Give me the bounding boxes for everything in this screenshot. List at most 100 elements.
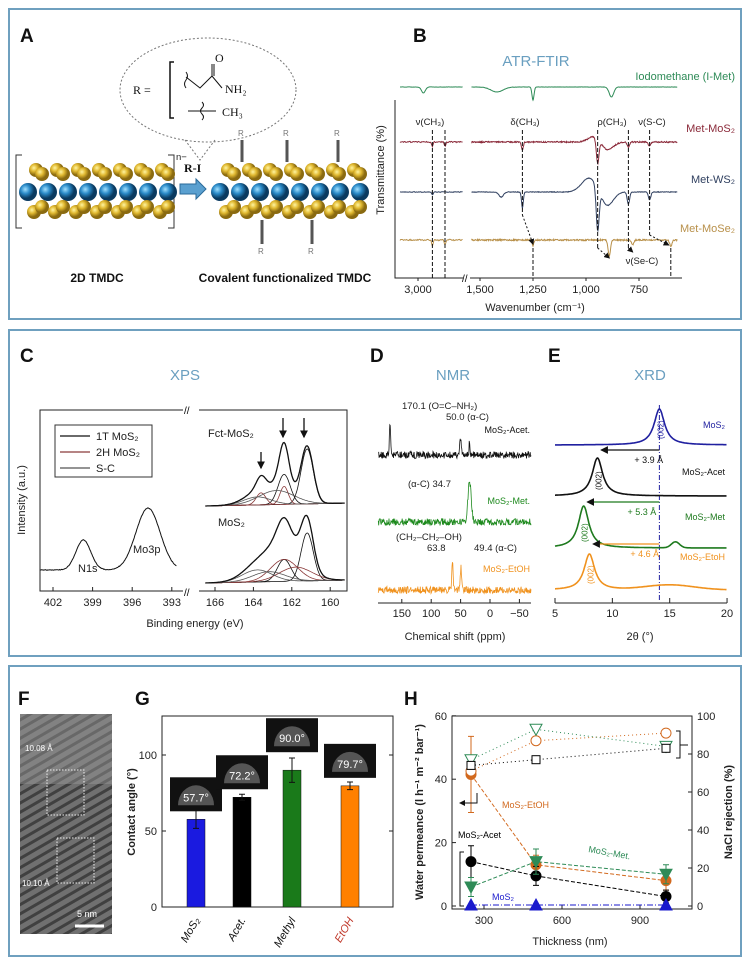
contact-angle-ytick-label: 50 xyxy=(145,826,157,838)
nmr-xlabel: Chemical shift (ppm) xyxy=(405,631,506,643)
annotation-delta-ch3: δ(CH₃) xyxy=(510,117,539,128)
sulfur-atom xyxy=(353,200,367,214)
nmr-series-label: MoS₂-Met. xyxy=(488,496,531,506)
permeance-frame xyxy=(451,715,693,910)
nmr-xtick-label: 150 xyxy=(393,608,411,620)
ftir-curve-2 xyxy=(471,177,678,233)
right-axis-pointer-icon xyxy=(676,730,688,759)
error-bar xyxy=(239,793,245,801)
label-mos2: MoS₂ xyxy=(218,517,245,529)
speech-bubble xyxy=(119,37,297,143)
rejection-ylabel: NaCl rejection (%) xyxy=(723,765,735,859)
metal-atom xyxy=(311,183,329,201)
metal-atom xyxy=(39,183,57,201)
xrd-series-label: MoS₂-Met xyxy=(685,512,725,522)
sulfur-atom xyxy=(332,167,346,181)
tem-image-haze xyxy=(20,714,112,784)
methyl-group: CH₃ xyxy=(222,105,243,119)
panel-label-f: F xyxy=(18,689,30,710)
sulfur-atom xyxy=(269,200,283,214)
nmr-xtick-label: 50 xyxy=(454,608,466,620)
annotation-63-8: 63.8 xyxy=(427,543,446,554)
droplet-icon xyxy=(332,751,368,772)
reagent-label: R-I xyxy=(184,161,202,175)
droplet-icon xyxy=(274,726,310,747)
annotation-nu-se-c: ν(Se-C) xyxy=(626,256,659,267)
metal-atom xyxy=(211,183,229,201)
xrd-xtick-label: 5 xyxy=(552,608,558,620)
r-group-label: R xyxy=(283,129,289,138)
data-marker xyxy=(465,856,477,868)
ftir-series-label: Met-WS₂ xyxy=(691,174,735,186)
sulfur-atom xyxy=(311,167,325,181)
panel-label-g: G xyxy=(135,689,150,710)
metal-atom xyxy=(119,183,137,201)
ftir-title: ATR-FTIR xyxy=(502,53,569,70)
annotation-49-4: 49.4 (α-C) xyxy=(474,543,517,554)
data-marker xyxy=(659,898,673,911)
nmr-xtick-label: 100 xyxy=(422,608,440,620)
sulfur-atom xyxy=(227,167,241,181)
metal-atom xyxy=(351,183,369,201)
thickness-xtick-label: 600 xyxy=(553,915,571,927)
sulfur-atom xyxy=(140,167,154,181)
sulfur-atom xyxy=(56,200,70,214)
xps-xlabel: Binding energy (eV) xyxy=(146,618,243,630)
xps-ylabel: Intensity (a.u.) xyxy=(16,465,28,535)
sulfur-atom xyxy=(248,200,262,214)
ftir-shift-arrow xyxy=(626,246,634,253)
brace xyxy=(169,61,174,119)
ftir-curve-1 xyxy=(399,140,463,149)
xrd-peak-label: (002) xyxy=(581,523,590,542)
amide-group: NH₂ xyxy=(225,82,247,96)
xrd-xtick-label: 10 xyxy=(606,608,618,620)
sulfur-atom xyxy=(311,200,325,214)
data-marker xyxy=(531,755,541,765)
nmr-title: NMR xyxy=(436,367,470,384)
spacing-label-top: 10.08 Å xyxy=(25,744,53,753)
rejection-ytick-label: 0 xyxy=(697,901,703,913)
data-marker xyxy=(530,735,542,747)
xps-envelope-curve xyxy=(205,514,345,584)
ftir-axes xyxy=(394,100,682,279)
sulfur-atom xyxy=(98,200,112,214)
xps-xtick-label: 164 xyxy=(244,597,262,609)
xrd-series-label: MoS₂-Acet xyxy=(682,467,726,477)
series-label-mos2: MoS₂ xyxy=(492,892,515,902)
panel-f-tem: F 10.08 Å 10.10 Å 5 nm xyxy=(18,689,112,934)
xps-xtick-label: 402 xyxy=(44,597,62,609)
bubble-tail xyxy=(184,139,216,161)
xps-title: XPS xyxy=(170,367,200,384)
bar-0 xyxy=(186,819,206,908)
spacing-label-bottom: 10.10 Å xyxy=(22,879,50,888)
permeance-ytick-label: 40 xyxy=(435,774,447,786)
annotation-nu-ch3: ν(CH₃) xyxy=(416,117,445,128)
permeance-ytick-label: 0 xyxy=(441,901,447,913)
contact-angle-ytick-label: 0 xyxy=(151,902,157,914)
contact-angle-frame xyxy=(161,715,394,908)
ftir-xtick-label: 1,000 xyxy=(572,284,600,296)
caption-functionalized-tmdc: Covalent functionalized TMDC xyxy=(199,271,372,285)
panel-b-ftir: B ATR-FTIR Transmittance (%) Wavenumber … xyxy=(375,26,735,314)
oxygen-atom: O xyxy=(215,51,224,65)
xrd-pattern xyxy=(555,408,727,446)
axis-break-icon: // xyxy=(184,406,190,417)
axis-break-gap xyxy=(183,404,199,596)
sulfur-atom xyxy=(56,167,70,181)
contact-angle-ytick-label: 100 xyxy=(139,750,157,762)
r-group-label: R xyxy=(308,247,314,256)
metal-atom xyxy=(19,183,37,201)
ftir-series-label: Met-MoSe₂ xyxy=(680,223,735,235)
caption-2d-tmdc: 2D TMDC xyxy=(70,271,124,285)
metal-atom xyxy=(331,183,349,201)
thickness-xtick-label: 900 xyxy=(631,915,649,927)
annotation-34-7: (α-C) 34.7 xyxy=(408,479,451,490)
charge-label: n− xyxy=(176,152,187,163)
panel-frame-top xyxy=(8,8,742,320)
label-mo3p: Mo3p xyxy=(133,544,161,556)
sulfur-atom xyxy=(269,167,283,181)
data-marker xyxy=(466,760,476,770)
sulfur-atom xyxy=(290,200,304,214)
sulfur-atom xyxy=(332,200,346,214)
xrd-title: XRD xyxy=(634,367,666,384)
